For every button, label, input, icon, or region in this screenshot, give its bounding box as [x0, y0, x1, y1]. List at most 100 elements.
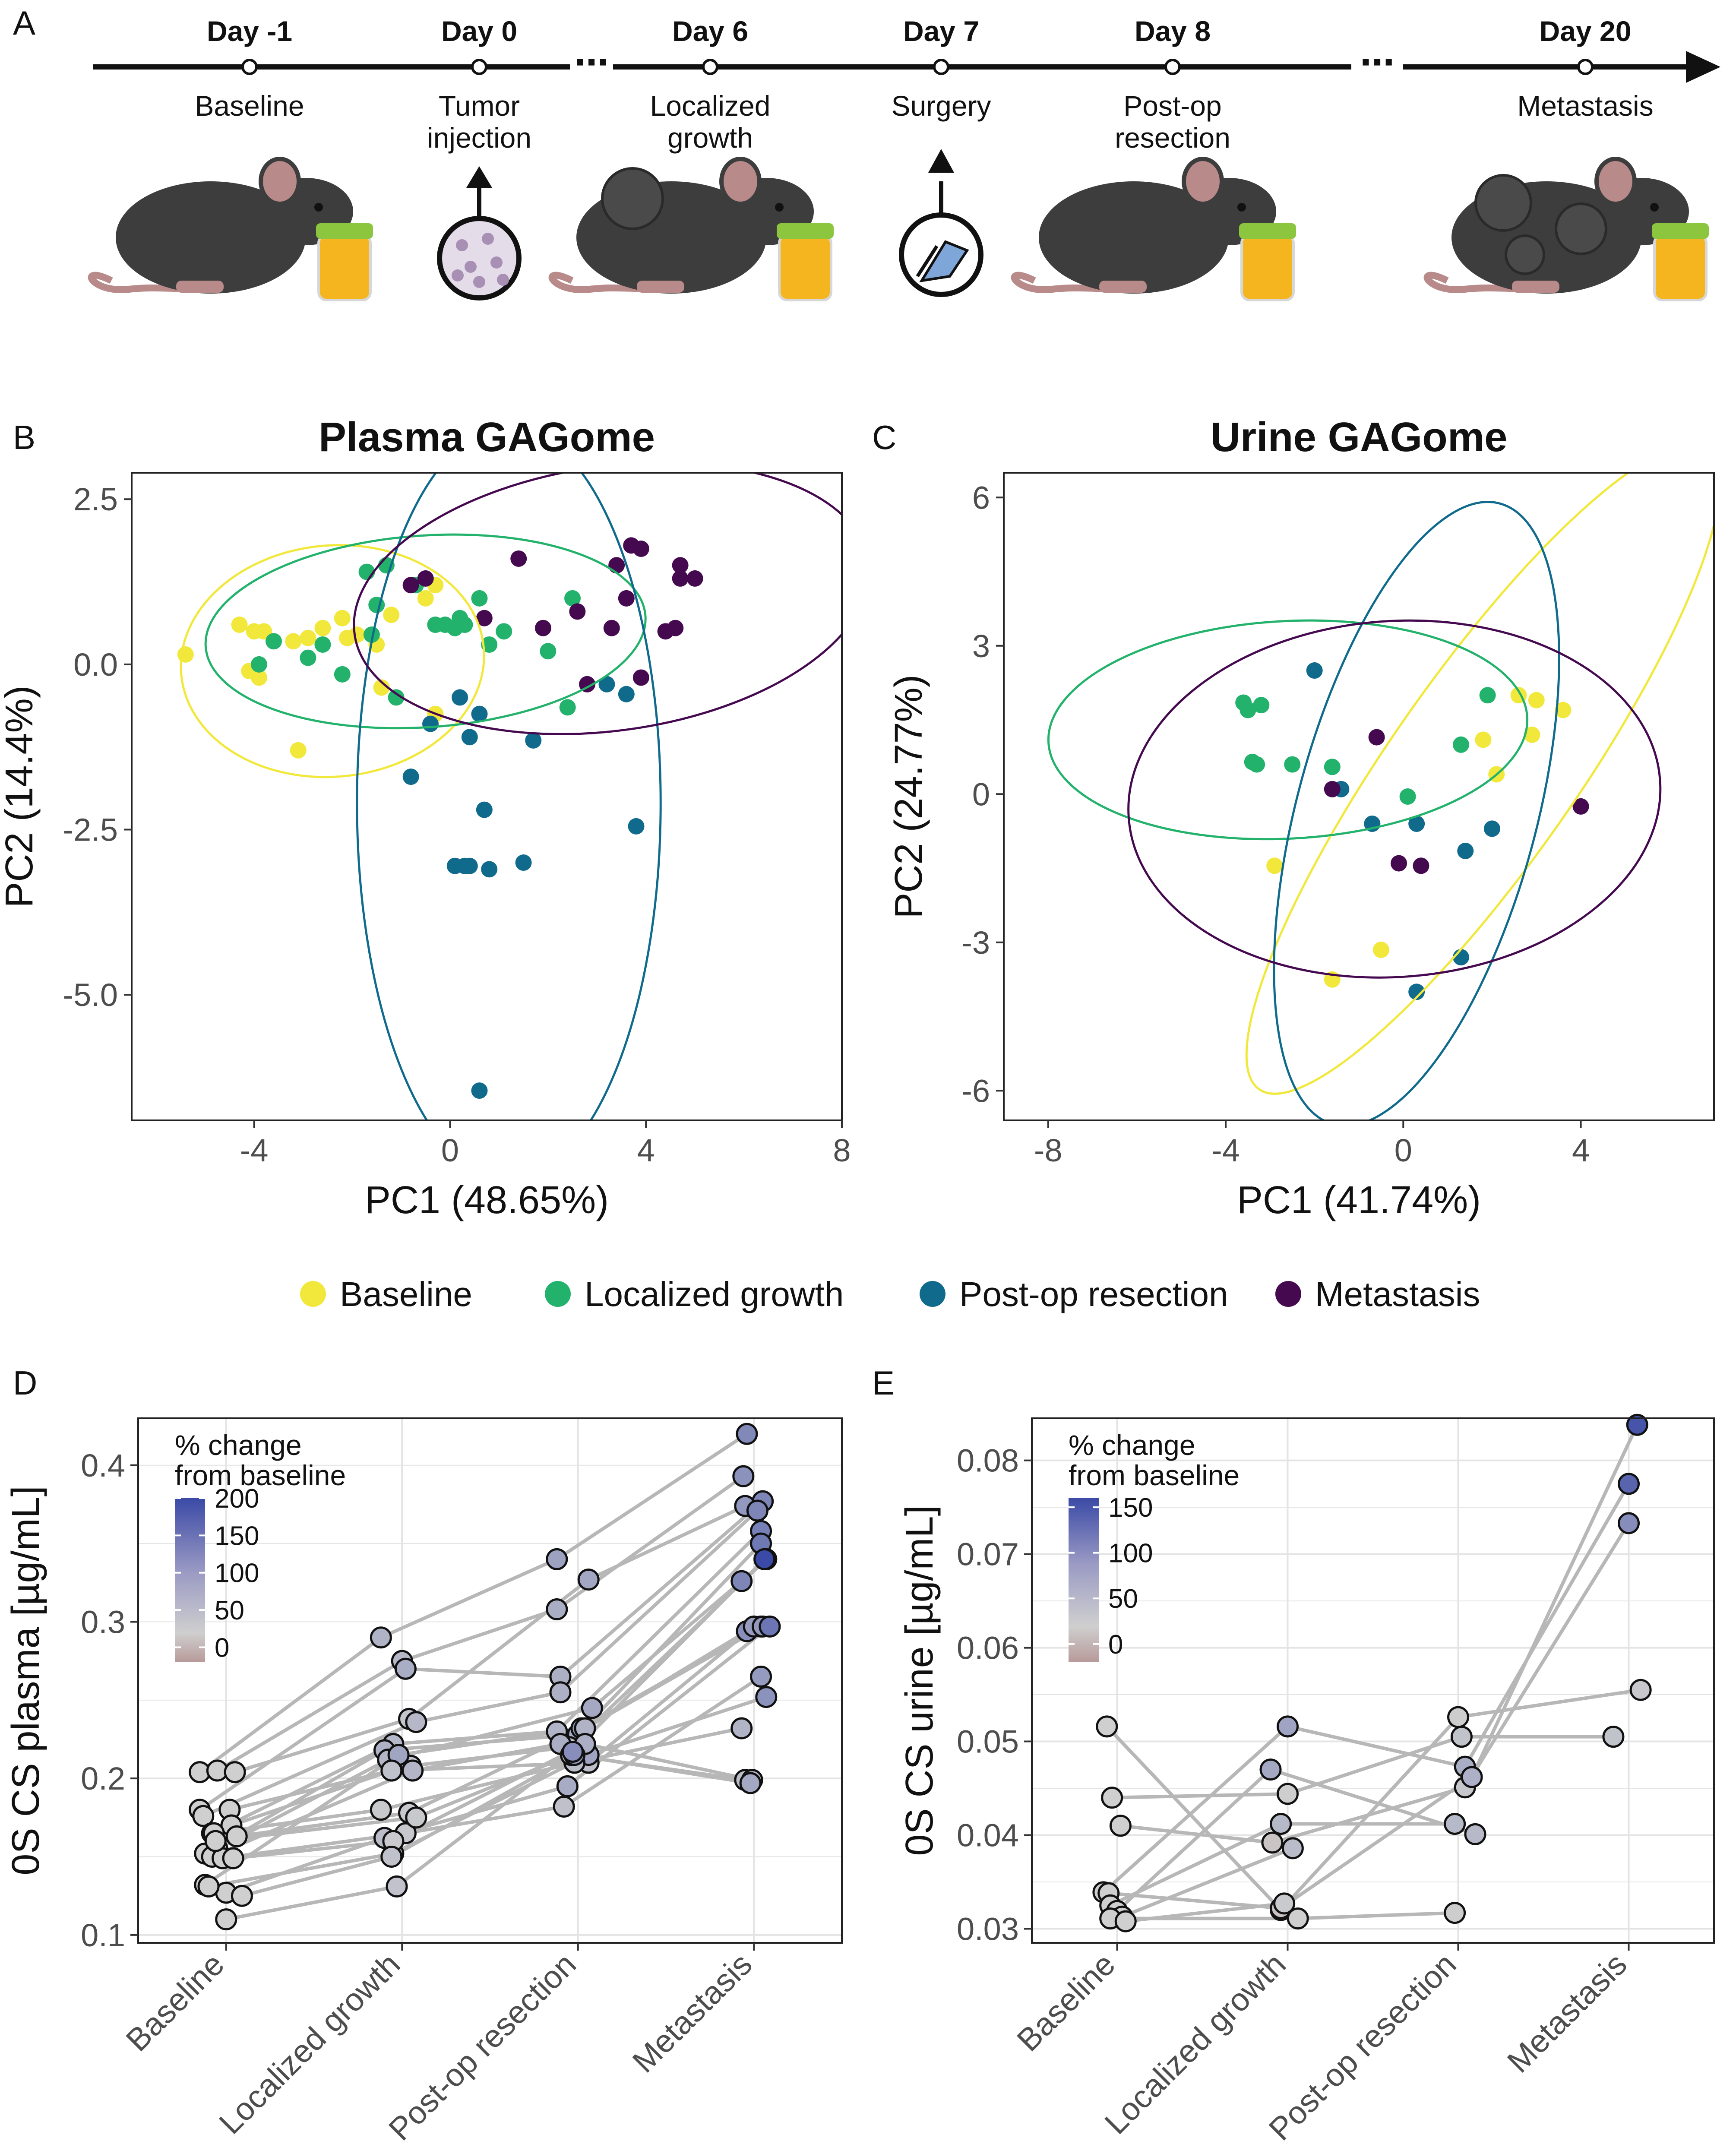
subject-point — [736, 1423, 758, 1445]
subject-point — [546, 1598, 568, 1620]
y-tick-label: 0 — [972, 776, 990, 812]
subject-point — [1464, 1823, 1486, 1845]
legend: Baseline Localized growth Post-op resectio… — [300, 1275, 1480, 1313]
mouse-ear — [1182, 157, 1224, 206]
data-point-post-op-resection — [515, 854, 532, 871]
data-point-baseline — [250, 669, 267, 686]
subject-line — [1112, 1735, 1613, 1799]
timeline-marker — [933, 59, 949, 75]
surgery-hand-icon — [899, 149, 983, 297]
data-point-metastasis — [476, 610, 493, 626]
gloved-hand — [919, 240, 969, 282]
subject-line — [199, 1500, 764, 1812]
data-point-metastasis — [1324, 781, 1341, 797]
subject-line — [241, 1753, 751, 1898]
data-point-metastasis — [686, 570, 703, 587]
data-point-localized-growth — [446, 620, 463, 636]
subject-point — [402, 1759, 424, 1782]
data-point-post-op-resection — [461, 729, 478, 746]
y-tick-label: 0.1 — [81, 1917, 125, 1953]
data-point-localized-growth — [1253, 697, 1270, 714]
chart-title: Urine GAGome — [1210, 414, 1507, 460]
mouse-tumor-urine-icon — [548, 157, 834, 301]
data-point-post-op-resection — [1306, 662, 1323, 679]
subject-point — [215, 1908, 237, 1931]
data-point-metastasis — [569, 603, 586, 620]
data-point-localized-growth — [266, 633, 282, 650]
x-tick-label: 4 — [637, 1132, 655, 1168]
timeline-day-label: Day 0 — [441, 15, 517, 47]
subject-point — [1447, 1706, 1469, 1728]
subject-line — [1102, 1483, 1630, 1894]
urine-0s-cs-panel: 0.03 0.04 0.05 0.06 0.07 0.08 BaselineLocalize… — [898, 1414, 1715, 2141]
urine-cup-lid — [1652, 223, 1709, 239]
data-point-baseline — [1266, 857, 1283, 874]
subject-point — [549, 1681, 572, 1704]
plot-frame — [131, 472, 843, 1121]
urine-cup-lid — [777, 223, 834, 239]
data-point-localized-growth — [1240, 702, 1256, 718]
confidence-ellipse-metastasis — [1127, 619, 1662, 979]
legend-label: Localized growth — [585, 1275, 844, 1313]
data-point-localized-growth — [496, 623, 512, 640]
subject-line — [213, 1727, 742, 1835]
mouse-feet — [637, 281, 684, 293]
subject-line — [1105, 1688, 1641, 1913]
subject-line — [202, 1509, 759, 1818]
data-point-localized-growth — [481, 636, 498, 653]
urine-cup-lid — [316, 223, 373, 239]
timeline-day-label: Day -1 — [207, 15, 292, 47]
data-point-post-op-resection — [402, 768, 419, 785]
mouse-metastasis-urine-icon — [1423, 157, 1709, 301]
timeline-event-label: Baseline — [195, 90, 304, 122]
data-point-metastasis — [402, 577, 419, 594]
data-point-post-op-resection — [471, 705, 488, 722]
plot-area — [1047, 473, 1714, 1120]
y-tick-label: -2.5 — [63, 812, 118, 848]
timeline-ellipsis: ⋯ — [1360, 42, 1394, 82]
data-point-baseline — [1475, 731, 1492, 748]
arrow-head — [928, 149, 954, 173]
subject-line — [216, 1474, 745, 1772]
panel-label-a: A — [13, 4, 35, 42]
cell — [482, 233, 494, 245]
timeline-marker — [1164, 59, 1181, 75]
subject-point — [370, 1626, 392, 1649]
data-point-post-op-resection — [628, 818, 645, 835]
subject-line — [208, 1695, 767, 1888]
data-point-localized-growth — [314, 636, 331, 653]
colorbar-tick-label: 150 — [1108, 1493, 1153, 1523]
timeline-marker — [702, 59, 718, 75]
data-point-localized-growth — [1284, 756, 1301, 773]
colorbar-tick-label: 100 — [1108, 1539, 1153, 1569]
urine-cup — [317, 234, 372, 301]
data-point-metastasis — [632, 541, 649, 557]
mouse-eye — [1237, 203, 1246, 212]
chart-title: Plasma GAGome — [319, 414, 655, 460]
panel-label-b: B — [13, 418, 35, 456]
subject-point — [405, 1711, 427, 1733]
mouse-body — [116, 181, 306, 294]
x-tick-label: -4 — [1211, 1132, 1240, 1168]
tumor-bump — [1474, 174, 1532, 232]
data-point-localized-growth — [368, 597, 385, 614]
subject-point — [222, 1847, 244, 1869]
subject-point — [197, 1875, 220, 1897]
data-point-baseline — [383, 607, 400, 623]
data-point-baseline — [314, 620, 331, 636]
subject-point — [1618, 1473, 1640, 1495]
data-point-localized-growth — [1399, 788, 1416, 805]
subject-line — [1121, 1847, 1293, 1918]
colorbar-tick-label: 0 — [1108, 1630, 1123, 1660]
cell — [452, 269, 464, 281]
timeline-event-label: Localized — [650, 90, 771, 122]
data-point-post-op-resection — [618, 686, 635, 702]
data-point-post-op-resection — [481, 861, 498, 878]
urine-cup — [1653, 234, 1708, 301]
subject-point — [1114, 1910, 1137, 1932]
y-axis-title: PC2 (24.77%) — [887, 674, 930, 918]
subject-point — [225, 1825, 248, 1847]
subject-point — [394, 1657, 417, 1680]
